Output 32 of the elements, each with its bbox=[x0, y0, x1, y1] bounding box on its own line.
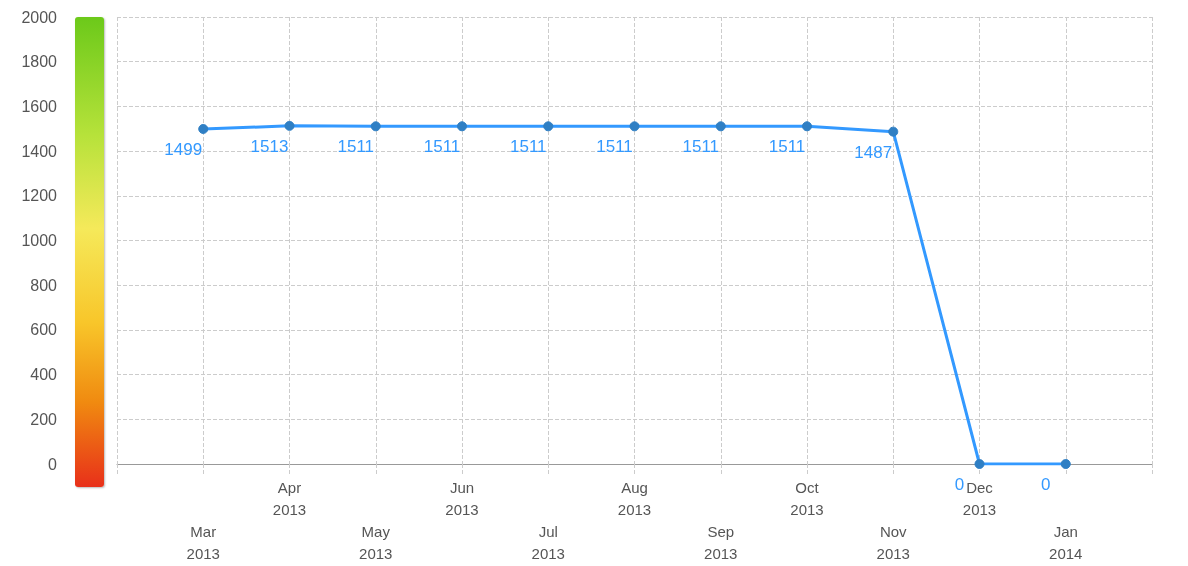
data-label: 0 bbox=[1041, 475, 1051, 494]
y-tick-label: 1400 bbox=[21, 142, 58, 160]
x-tick-label: Jan 2014 bbox=[1049, 522, 1083, 562]
y-tick-label: 600 bbox=[30, 321, 58, 339]
x-tick-label: Jun 2013 bbox=[445, 478, 479, 518]
x-tick-label: Jul 2013 bbox=[531, 522, 565, 562]
data-label: 1511 bbox=[337, 137, 375, 157]
x-tick-label: Aug 2013 bbox=[617, 478, 652, 518]
y-tick-label: 400 bbox=[30, 366, 58, 384]
data-label: 1513 bbox=[250, 136, 289, 156]
y-tick-label: 1200 bbox=[21, 187, 58, 205]
data-label: 1511 bbox=[423, 137, 461, 157]
x-tick-label: Sep 2013 bbox=[704, 522, 738, 562]
y-tick-label: 800 bbox=[30, 276, 58, 294]
data-label: 1511 bbox=[682, 137, 720, 157]
y-tick-label: 1000 bbox=[21, 232, 58, 249]
data-label: 1499 bbox=[164, 139, 203, 159]
data-label: 1511 bbox=[509, 137, 547, 157]
data-label: 1511 bbox=[596, 137, 633, 157]
data-label: 0 bbox=[954, 475, 965, 494]
y-tick-label: 2000 bbox=[21, 8, 58, 26]
y-tick-label: 0 bbox=[48, 455, 58, 473]
y-tick-label: 200 bbox=[30, 410, 58, 428]
y-tick-label: 1600 bbox=[21, 97, 58, 115]
x-tick-label: May 2013 bbox=[359, 522, 393, 562]
data-label: 1511 bbox=[768, 137, 806, 157]
x-tick-label: Mar 2013 bbox=[186, 522, 220, 562]
y-tick-label: 1800 bbox=[21, 53, 58, 71]
data-label: 1487 bbox=[854, 142, 893, 162]
x-tick-label: Nov 2013 bbox=[876, 522, 910, 562]
x-tick-label: Oct 2013 bbox=[790, 478, 824, 518]
x-tick-label: Apr 2013 bbox=[272, 478, 307, 518]
